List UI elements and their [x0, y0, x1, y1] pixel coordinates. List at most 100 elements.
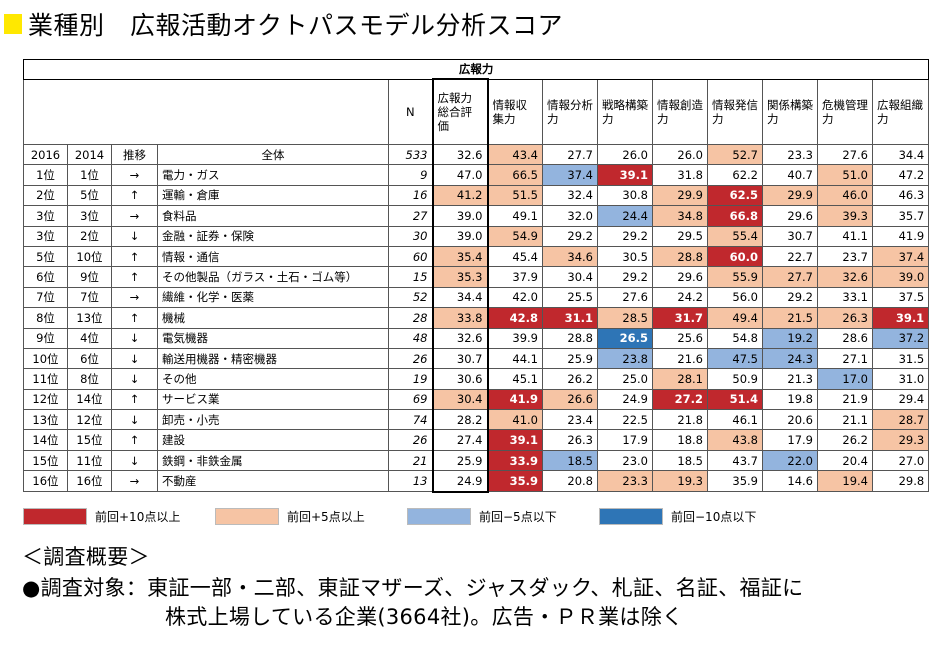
industry-name: 金融・証券・保険 [157, 225, 389, 247]
rank-2014: 3位 [67, 205, 112, 227]
rank-2014: 15位 [67, 429, 112, 451]
table-row: 10位 6位 ↓ 輸送用機器・精密機器 26 30.7 44.1 25.9 23.8 21.6 47… [23, 347, 930, 370]
trend-arrow: → [111, 205, 158, 227]
score-cell: 28.6 [817, 327, 873, 349]
legend-label: 前回−10点以下 [671, 508, 757, 525]
table-row: 1位 1位 → 電力・ガス 9 47.0 66.5 37.4 39.1 31.8 62.2 40.7 5… [23, 164, 930, 186]
score-cell: 34.4 [431, 286, 489, 309]
rank-2014: 10位 [67, 245, 112, 268]
title-marker-icon [4, 14, 22, 34]
score-cell: 24.2 [652, 286, 708, 309]
score-cell: 21.1 [817, 409, 873, 431]
trend-arrow: ↑ [111, 307, 158, 329]
score-cell: 46.1 [707, 409, 763, 431]
sample-size: 74 [388, 409, 433, 431]
score-cell: 30.5 [597, 245, 653, 268]
column-header: 情報収集力 [487, 78, 543, 145]
score-cell: 39.0 [431, 225, 489, 247]
score-cell: 55.9 [707, 266, 763, 288]
score-cell: 54.8 [707, 327, 763, 349]
rank-2016: 9位 [23, 327, 68, 349]
score-cell: 32.4 [542, 184, 598, 207]
rank-2016: 14位 [23, 429, 68, 451]
rank-2014: 8位 [67, 368, 112, 390]
score-cell: 32.0 [542, 205, 598, 227]
total-cell: 2016 [23, 143, 68, 166]
score-cell: 22.5 [597, 409, 653, 431]
sample-size: 26 [388, 347, 433, 370]
column-header: 情報分析力 [542, 78, 598, 145]
score-cell: 39.3 [817, 205, 873, 227]
score-cell: 23.8 [597, 347, 653, 370]
industry-name: 電力・ガス [157, 164, 389, 186]
sample-size: 60 [388, 245, 433, 268]
score-cell: 26.6 [542, 388, 598, 411]
legend-swatch [23, 508, 87, 525]
score-cell: 17.0 [817, 368, 873, 390]
score-cell: 26.2 [817, 429, 873, 451]
industry-name: その他 [157, 368, 389, 390]
industry-name: 卸売・小売 [157, 409, 389, 431]
score-cell: 47.0 [431, 164, 489, 186]
score-cell: 21.6 [652, 347, 708, 370]
score-cell: 19.8 [762, 388, 818, 411]
column-header: 関係構築力 [762, 78, 818, 145]
rank-2014: 13位 [67, 307, 112, 329]
column-header: 情報創造力 [652, 78, 708, 145]
rank-2016: 15位 [23, 449, 68, 472]
column-header-row: N 広報力総合評価 情報収集力 情報分析力 戦略構築力 情報創造力 情報発信力 関係構築力 危機… [23, 78, 930, 145]
industry-name: 電気機器 [157, 327, 389, 349]
score-cell: 29.2 [762, 286, 818, 309]
score-cell: 25.9 [542, 347, 598, 370]
score-cell: 25.0 [597, 368, 653, 390]
score-cell: 35.9 [487, 470, 543, 493]
sample-size: 26 [388, 429, 433, 451]
score-cell: 29.9 [762, 184, 818, 207]
score-cell: 31.1 [542, 307, 598, 329]
score-cell: 47.5 [707, 347, 763, 370]
score-cell: 47.2 [871, 164, 930, 186]
score-cell: 24.3 [762, 347, 818, 370]
score-cell: 25.6 [652, 327, 708, 349]
color-legend: 前回+10点以上 前回+5点以上 前回−5点以下 前回−10点以下 [23, 508, 793, 525]
score-cell: 29.3 [871, 429, 930, 451]
sample-size: 16 [388, 184, 433, 207]
trend-arrow: ↓ [111, 368, 158, 390]
total-cell: 推移 [111, 143, 158, 166]
sample-size: 13 [388, 470, 433, 493]
score-cell: 39.1 [487, 429, 543, 451]
score-cell: 34.8 [652, 205, 708, 227]
score-cell: 43.7 [707, 449, 763, 472]
industry-name: サービス業 [157, 388, 389, 411]
legend-swatch [215, 508, 279, 525]
score-cell: 23.3 [597, 470, 653, 493]
table-row: 14位 15位 ↑ 建設 26 27.4 39.1 26.3 17.9 18.8 43.8 17.9 2… [23, 429, 930, 451]
survey-target-line2: 株式上場している企業(3664社)。広告・ＰＲ業は除く [165, 605, 684, 629]
score-cell: 66.8 [707, 205, 763, 227]
score-cell: 33.9 [487, 449, 543, 472]
score-cell: 33.8 [431, 307, 489, 329]
rank-2016: 1位 [23, 164, 68, 186]
trend-arrow: ↓ [111, 409, 158, 431]
legend-label: 前回+5点以上 [287, 508, 365, 525]
group-header: 広報力 [22, 59, 930, 80]
score-cell: 20.4 [817, 449, 873, 472]
rank-2014: 14位 [67, 388, 112, 411]
table-row: 15位 11位 ↓ 鉄鋼・非鉄金属 21 25.9 33.9 18.5 23.0 18.5 43.7… [23, 449, 930, 472]
score-cell: 42.0 [487, 286, 543, 309]
rank-2016: 3位 [23, 205, 68, 227]
trend-arrow: ↓ [111, 225, 158, 247]
score-cell: 24.9 [431, 470, 489, 493]
page-title: 業種別 広報活動オクトパスモデル分析スコア [4, 8, 563, 40]
trend-arrow: ↓ [111, 327, 158, 349]
sample-size: 30 [388, 225, 433, 247]
score-cell: 46.0 [817, 184, 873, 207]
score-cell: 37.2 [871, 327, 930, 349]
score-cell: 29.8 [871, 470, 930, 493]
industry-name: 鉄鋼・非鉄金属 [157, 449, 389, 472]
score-cell: 41.2 [431, 184, 489, 207]
trend-arrow: ↑ [111, 429, 158, 451]
table-row: 16位 16位 → 不動産 13 24.9 35.9 20.8 23.3 19.3 35.9 14.6… [23, 470, 930, 493]
trend-arrow: ↑ [111, 388, 158, 411]
trend-arrow: → [111, 470, 158, 493]
